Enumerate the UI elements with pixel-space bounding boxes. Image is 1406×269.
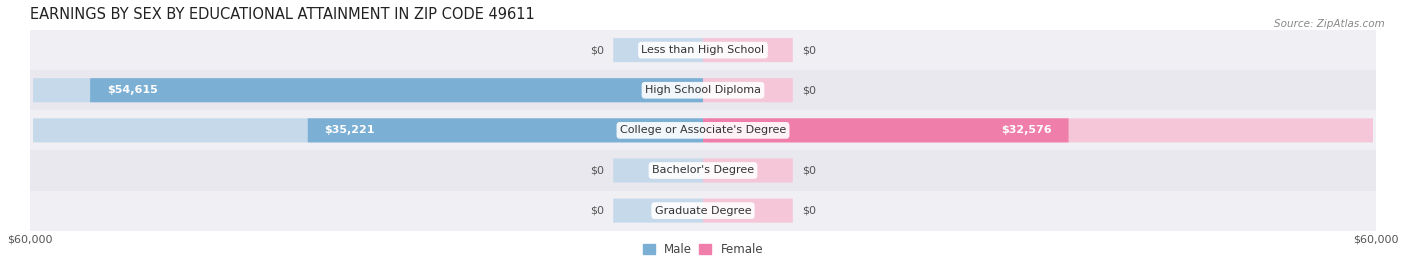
FancyBboxPatch shape — [90, 78, 703, 102]
Text: $0: $0 — [591, 45, 605, 55]
FancyBboxPatch shape — [613, 158, 703, 183]
Text: $54,615: $54,615 — [107, 85, 157, 95]
Text: EARNINGS BY SEX BY EDUCATIONAL ATTAINMENT IN ZIP CODE 49611: EARNINGS BY SEX BY EDUCATIONAL ATTAINMEN… — [30, 7, 534, 22]
Text: $35,221: $35,221 — [325, 125, 375, 135]
FancyBboxPatch shape — [706, 118, 1372, 142]
Bar — [30, 110, 1376, 150]
Text: $0: $0 — [801, 45, 815, 55]
FancyBboxPatch shape — [613, 38, 703, 62]
FancyBboxPatch shape — [703, 158, 793, 183]
Text: College or Associate's Degree: College or Associate's Degree — [620, 125, 786, 135]
Legend: Male, Female: Male, Female — [638, 238, 768, 261]
FancyBboxPatch shape — [703, 199, 793, 223]
FancyBboxPatch shape — [703, 38, 793, 62]
FancyBboxPatch shape — [613, 199, 703, 223]
Text: Bachelor's Degree: Bachelor's Degree — [652, 165, 754, 175]
FancyBboxPatch shape — [34, 118, 700, 142]
FancyBboxPatch shape — [703, 78, 793, 102]
FancyBboxPatch shape — [703, 118, 1069, 142]
Text: Graduate Degree: Graduate Degree — [655, 206, 751, 216]
Bar — [30, 150, 1376, 190]
Text: $0: $0 — [801, 165, 815, 175]
Bar — [30, 30, 1376, 70]
Text: $0: $0 — [801, 206, 815, 216]
Text: High School Diploma: High School Diploma — [645, 85, 761, 95]
Text: Less than High School: Less than High School — [641, 45, 765, 55]
FancyBboxPatch shape — [34, 78, 700, 102]
Bar — [30, 190, 1376, 231]
Text: Source: ZipAtlas.com: Source: ZipAtlas.com — [1274, 19, 1385, 29]
Text: $0: $0 — [591, 206, 605, 216]
Bar — [30, 70, 1376, 110]
Text: $0: $0 — [801, 85, 815, 95]
FancyBboxPatch shape — [308, 118, 703, 142]
Text: $0: $0 — [591, 165, 605, 175]
Text: $32,576: $32,576 — [1001, 125, 1052, 135]
